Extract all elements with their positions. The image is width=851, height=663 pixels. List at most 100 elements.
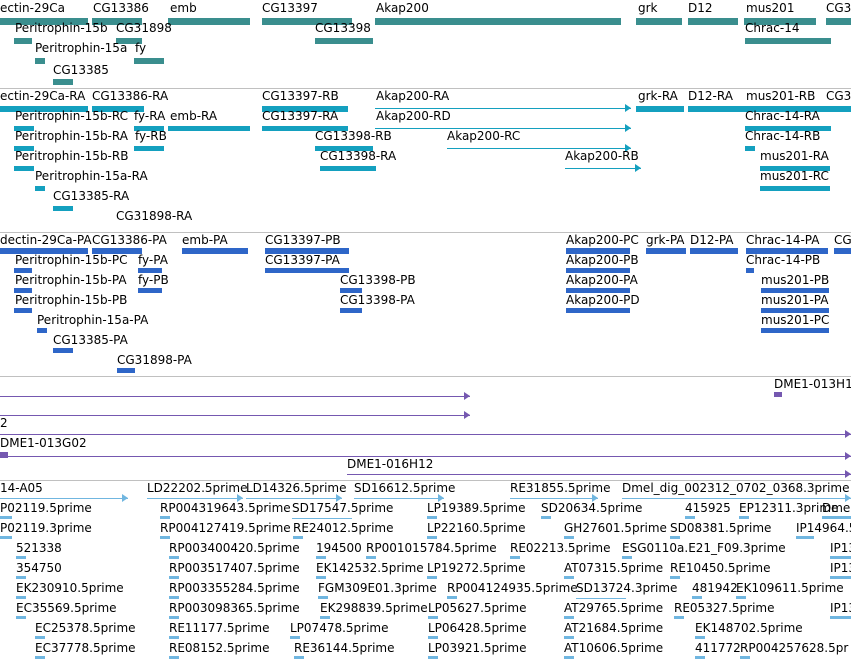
feature-exon — [822, 516, 851, 519]
feature-label: CG3 — [826, 89, 851, 103]
feature-label: AT10606.5prime — [564, 641, 664, 655]
feature-exon — [14, 308, 32, 313]
feature-label: Akap200-RC — [447, 129, 521, 143]
feature-label: SD16612.5prime — [354, 481, 456, 495]
feature-exon — [688, 106, 728, 112]
feature-exon — [53, 206, 73, 211]
feature-line — [375, 128, 631, 129]
feature-exon — [830, 556, 851, 559]
feature-label: EC37778.5prime — [35, 641, 136, 655]
feature-label: SD17547.5prime — [292, 501, 394, 515]
strand-arrow-icon — [336, 494, 342, 502]
feature-label: RP004257628.5pr — [740, 641, 849, 655]
feature-label: dectin-29Ca-PA — [0, 233, 92, 247]
feature-exon — [14, 126, 34, 131]
feature-label: fy-RB — [135, 129, 167, 143]
track-clones: DME1-013H1 2 DME1-013G02 DME1-016H12 — [0, 376, 851, 480]
feature-exon — [320, 616, 330, 619]
feature-label: SD08381.5prime — [670, 521, 772, 535]
feature-label: 415925 — [685, 501, 731, 515]
feature-exon — [0, 248, 88, 254]
feature-label: SD13724.3prime — [576, 581, 678, 595]
feature-exon — [16, 576, 26, 579]
feature-label: 354750 — [16, 561, 62, 575]
feature-label: ectin-29Ca — [0, 1, 65, 15]
feature-exon — [315, 146, 373, 151]
feature-exon — [182, 248, 248, 254]
strand-arrow-icon — [464, 392, 470, 400]
strand-arrow-icon — [845, 452, 851, 460]
feature-exon — [622, 556, 632, 559]
feature-label: mus201-RB — [746, 89, 816, 103]
strand-arrow-icon — [438, 494, 444, 502]
feature-label: DME1-013G02 — [0, 436, 87, 450]
feature-label: mus201-PC — [761, 313, 830, 327]
feature-line — [576, 598, 626, 599]
feature-exon — [760, 166, 830, 171]
feature-exon — [316, 576, 326, 579]
feature-exon — [14, 268, 32, 273]
feature-exon — [35, 656, 45, 659]
feature-exon — [566, 288, 630, 293]
feature-exon — [293, 536, 303, 539]
feature-label: grk — [638, 1, 658, 15]
track-separator — [0, 376, 851, 377]
feature-exon — [320, 166, 376, 171]
feature-label: emb-PA — [182, 233, 228, 247]
feature-label: Peritrophin-15a — [35, 41, 128, 55]
feature-exon — [685, 516, 695, 519]
feature-label: CG13397-PA — [265, 253, 340, 267]
feature-label: CG13386-PA — [92, 233, 167, 247]
feature-label: grk-PA — [646, 233, 685, 247]
feature-label: CG31898-PA — [117, 353, 192, 367]
feature-exon — [16, 596, 26, 599]
feature-label: RP003400420.5prime — [169, 541, 300, 555]
feature-exon — [16, 616, 26, 619]
feature-exon — [510, 556, 520, 559]
feature-exon — [0, 516, 12, 519]
feature-label: RP001015784.5prime — [366, 541, 497, 555]
feature-exon — [134, 146, 164, 151]
feature-label: fy-PA — [138, 253, 168, 267]
feature-exon — [138, 288, 162, 293]
feature-label: CG13398-RB — [315, 129, 392, 143]
feature-label: SD20634.5prime — [541, 501, 643, 515]
feature-exon — [0, 536, 12, 539]
feature-label: emb — [170, 1, 197, 15]
feature-exon — [366, 556, 376, 559]
feature-label: Peritrophin-15b-PB — [15, 293, 128, 307]
feature-label: Peritrophin-15b-RC — [15, 109, 129, 123]
feature-label: CG13397 — [262, 1, 318, 15]
feature-label: CG31898 — [116, 21, 172, 35]
feature-label: ESG0110a.E21_F09.3prime — [622, 541, 786, 555]
feature-label: EK148702.5prime — [695, 621, 803, 635]
feature-exon — [745, 38, 831, 44]
feature-exon — [746, 248, 828, 254]
feature-exon — [315, 38, 373, 44]
feature-line — [0, 434, 851, 435]
feature-exon — [262, 106, 348, 112]
feature-label: Akap200-RD — [376, 109, 451, 123]
feature-label: EK298839.5prime — [320, 601, 428, 615]
feature-exon — [566, 308, 630, 313]
feature-label: Chrac-14-RA — [745, 109, 820, 123]
feature-label: 481942 — [692, 581, 738, 595]
feature-label: Dmel — [822, 501, 851, 515]
feature-exon — [447, 596, 457, 599]
feature-label: CG3 — [826, 1, 851, 15]
feature-label: Akap200-PA — [566, 273, 638, 287]
feature-exon — [564, 636, 574, 639]
feature-exon — [428, 636, 438, 639]
feature-label: D12 — [688, 1, 713, 15]
feature-exon — [830, 576, 851, 579]
feature-label: FGM309E01.3prime — [318, 581, 437, 595]
feature-exon — [566, 268, 630, 273]
feature-label: LP19272.5prime — [427, 561, 526, 575]
feature-exon — [37, 328, 47, 333]
feature-exon — [265, 248, 349, 254]
track-transcripts: ectin-29Ca-RA CG13386-RA CG13397-RB Akap200… — [0, 88, 851, 232]
feature-label: LP19389.5prime — [427, 501, 526, 515]
feature-label: RE36144.5prime — [294, 641, 395, 655]
feature-exon — [760, 186, 830, 191]
